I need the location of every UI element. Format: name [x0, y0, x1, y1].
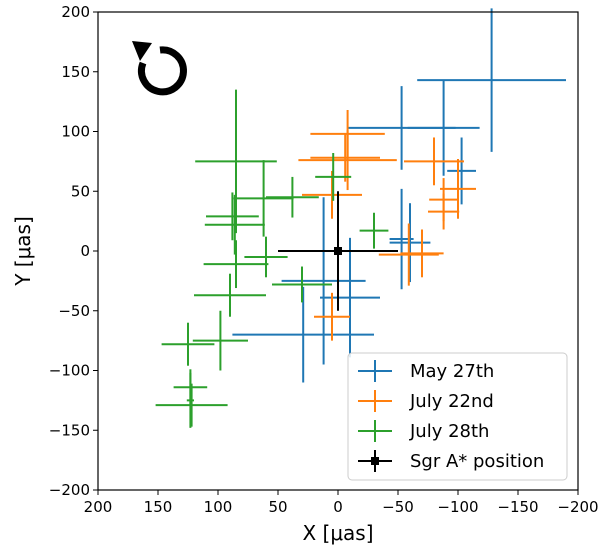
legend-box [347, 352, 568, 481]
data-point [310, 133, 380, 182]
legend-label: July 28th [409, 421, 489, 442]
data-point [315, 153, 352, 201]
legend-item: Sgr A* position [358, 450, 544, 472]
data-point [302, 170, 362, 219]
legend-label: July 22nd [409, 391, 494, 412]
x-tick-label: −200 [557, 498, 598, 516]
data-point [320, 237, 380, 358]
data-point [186, 372, 194, 428]
x-tick-label: 0 [333, 498, 343, 516]
data-point [359, 212, 389, 249]
x-tick-label: 200 [84, 498, 113, 516]
x-tick-label: −100 [437, 498, 478, 516]
series-0 [232, 8, 566, 383]
data-point [298, 130, 397, 191]
data-point [192, 310, 248, 371]
legend-label: Sgr A* position [410, 451, 544, 472]
axis-ticks: 200 150 100 50 0 −50 −100 −150 −200 −200 −150 −100 −… [49, 3, 598, 516]
series-2 [155, 89, 389, 428]
data-point [266, 176, 319, 218]
data-point [244, 236, 288, 278]
data-point [389, 203, 431, 283]
data-marks [155, 8, 566, 428]
x-axis-label: X [μas] [302, 521, 373, 545]
y-tick-label: −150 [49, 421, 90, 439]
x-tick-label: 150 [144, 498, 173, 516]
x-tick-label: −150 [497, 498, 538, 516]
x-tick-label: −50 [382, 498, 414, 516]
series-1 [298, 109, 476, 341]
y-tick-label: 200 [61, 3, 90, 21]
data-point [417, 8, 566, 152]
data-point [314, 292, 350, 341]
legend-item: July 28th [358, 420, 489, 442]
y-tick-label: −50 [58, 302, 90, 320]
data-point [194, 273, 266, 317]
arrow-head [132, 41, 152, 61]
data-point [447, 137, 476, 205]
data-point [400, 229, 444, 278]
y-tick-label: −200 [49, 481, 90, 499]
y-tick-label: 50 [71, 182, 90, 200]
data-point [155, 383, 228, 427]
data-point [272, 266, 332, 303]
data-point [206, 192, 259, 241]
data-point [428, 193, 460, 230]
series-3 [278, 191, 398, 311]
x-tick-label: 50 [268, 498, 287, 516]
data-point [232, 286, 374, 383]
data-point [404, 137, 464, 186]
arrow-arc [137, 46, 187, 96]
clockwise-arrow-icon [132, 41, 187, 96]
legend-item: July 22nd [358, 390, 494, 412]
y-tick-label: 150 [61, 63, 90, 81]
y-tick-label: −100 [49, 362, 90, 380]
legend-label: May 27th [410, 361, 494, 382]
point-marker [334, 247, 342, 255]
data-point [440, 158, 476, 219]
data-point [347, 86, 456, 170]
data-point [203, 240, 269, 289]
data-point [281, 197, 366, 365]
legend: May 27th July 22nd July 28th Sgr A* positio… [347, 352, 568, 481]
legend-item: May 27th [358, 360, 494, 382]
data-point [204, 194, 265, 255]
x-tick-label: 100 [204, 498, 233, 516]
y-axis-label: Y [μas] [11, 216, 35, 287]
y-tick-label: 100 [61, 123, 90, 141]
data-point [161, 322, 215, 366]
data-point [378, 223, 439, 286]
y-tick-label: 0 [80, 242, 90, 260]
legend-marker [371, 457, 379, 465]
data-point [278, 191, 398, 311]
